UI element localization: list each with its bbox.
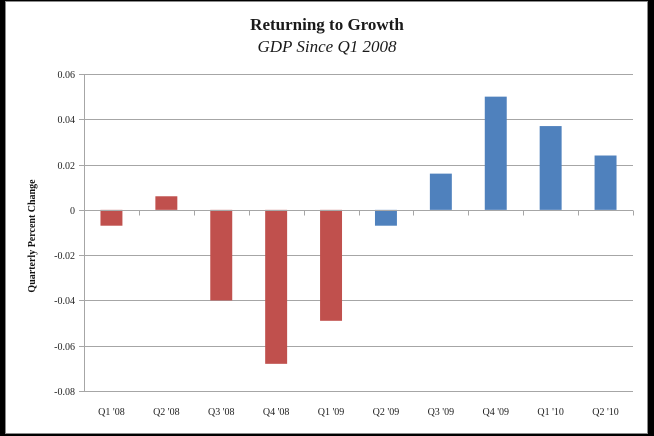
x-tick-label: Q2 '08 (153, 407, 180, 418)
x-tick-label: Q2 '09 (373, 407, 400, 418)
bar (100, 209, 123, 226)
x-tick-label: Q2 '10 (592, 407, 619, 418)
x-tick-label: Q1 '09 (318, 407, 345, 418)
bar (484, 96, 507, 210)
bar (265, 209, 288, 364)
y-tick-label: 0 (70, 206, 75, 217)
y-tick-label: -0.06 (54, 342, 75, 353)
x-tick-label: Q1 '08 (98, 407, 125, 418)
bar (594, 155, 617, 210)
bar (210, 209, 233, 301)
y-axis-ticks: 0.06 0.04 0.02 0 -0.02 -0.04 -0.06 -0.08 (54, 70, 75, 398)
y-tick-label: -0.04 (54, 296, 75, 307)
y-tick-label: 0.02 (58, 161, 76, 172)
bar (539, 126, 562, 210)
x-tick-label: Q3 '09 (428, 407, 455, 418)
bar (320, 209, 343, 321)
bar (429, 173, 452, 210)
x-tick-label: Q4 '08 (263, 407, 290, 418)
bar (155, 196, 178, 210)
x-axis-ticks: Q1 '08 Q2 '08 Q3 '08 Q4 '08 Q1 '09 Q2 '09 Q3 '… (98, 407, 619, 418)
gridlines (79, 74, 633, 392)
chart-subtitle: GDP Since Q1 2008 (258, 37, 397, 56)
y-tick-label: -0.08 (54, 387, 75, 398)
x-tick-label: Q3 '08 (208, 407, 235, 418)
y-tick-label: 0.04 (58, 115, 76, 126)
bar (374, 209, 397, 226)
chart-frame: Returning to Growth GDP Since Q1 2008 Qu… (5, 1, 648, 434)
x-tick-label: Q1 '10 (537, 407, 564, 418)
x-axis (84, 210, 634, 216)
y-tick-label: -0.02 (54, 251, 75, 262)
y-axis-label: Quarterly Percent Change (27, 179, 38, 293)
y-tick-label: 0.06 (58, 70, 76, 81)
bars (100, 96, 617, 364)
chart: Returning to Growth GDP Since Q1 2008 Qu… (27, 15, 634, 418)
x-tick-label: Q4 '09 (482, 407, 509, 418)
chart-title: Returning to Growth (250, 15, 404, 34)
